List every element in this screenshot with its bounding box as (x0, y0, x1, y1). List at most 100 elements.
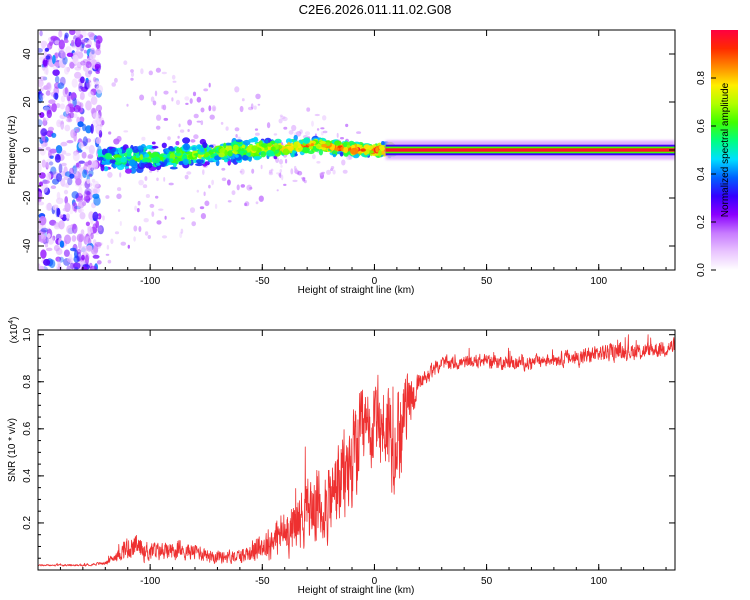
noise-blob (58, 163, 63, 174)
noise-blob (60, 95, 66, 103)
colorbar-tick-label: 0.6 (696, 119, 707, 133)
ridge-blob (175, 158, 179, 165)
noise-blob (94, 241, 102, 247)
ridge-speckle (227, 200, 232, 203)
noise-blob (45, 247, 53, 252)
ridge-speckle (168, 182, 174, 186)
ridge-speckle (281, 174, 284, 181)
noise-blob (46, 233, 51, 239)
ridge-speckle (127, 244, 130, 249)
ridge-blob (196, 159, 204, 164)
noise-blob (42, 117, 47, 127)
ridge-blob (267, 142, 272, 147)
ridge-speckle (117, 209, 121, 212)
snr-series (38, 334, 675, 567)
noise-blob (85, 125, 92, 134)
ridge-speckle (285, 158, 288, 164)
ridge-speckle (174, 90, 178, 94)
ridge-blob (379, 145, 385, 152)
noise-blob (85, 221, 90, 227)
ridge-speckle (193, 134, 199, 140)
noise-blob (72, 152, 80, 162)
noise-blob (96, 260, 102, 265)
ridge-blob (333, 147, 340, 151)
noise-blob (63, 39, 69, 44)
ridge-speckle (221, 177, 227, 182)
noise-blob (45, 55, 51, 60)
ridge-speckle (156, 220, 162, 225)
ridge-blob (363, 144, 371, 150)
noise-blob (50, 35, 58, 41)
noise-blob (89, 265, 98, 270)
noise-blob (66, 52, 74, 57)
ridge-blob (152, 156, 161, 164)
noise-blob (83, 235, 89, 245)
ridge-blob (310, 143, 314, 147)
ridge-blob (151, 141, 156, 145)
ridge-speckle (250, 103, 254, 110)
snr-frame (37, 329, 676, 571)
colorbar-tick-label: 0.0 (696, 263, 707, 277)
ridge-blob (293, 141, 299, 149)
ridge-speckle (155, 125, 161, 130)
ridge-speckle (209, 114, 215, 120)
ridge-speckle (161, 71, 167, 75)
ridge-speckle (163, 177, 166, 182)
ridge-speckle (258, 195, 264, 202)
ridge-blob (176, 146, 180, 154)
noise-blob (58, 256, 64, 263)
ridge-speckle (208, 184, 211, 189)
noise-blob (71, 223, 78, 234)
ridge-speckle (154, 90, 158, 97)
snr-y-multiplier: (x104) (8, 317, 20, 344)
ridge-speckle (322, 130, 328, 134)
noise-blob (69, 61, 75, 69)
noise-blob (53, 244, 60, 252)
noise-blob (46, 109, 52, 119)
ridge-blob (232, 144, 239, 151)
noise-blob (95, 220, 99, 229)
noise-blob (80, 229, 85, 235)
ridge-speckle (276, 189, 279, 192)
ridge-speckle (106, 244, 110, 250)
ridge-blob (182, 137, 191, 144)
ridge-speckle (255, 132, 260, 136)
noise-blob (66, 257, 74, 263)
ridge-speckle (144, 231, 149, 236)
ridge-speckle (268, 171, 274, 176)
noise-blob (65, 112, 69, 122)
noise-blob (47, 42, 53, 50)
ridge-speckle (276, 172, 281, 175)
ridge-speckle (123, 130, 129, 133)
noise-blob (58, 121, 65, 125)
noise-blob (40, 227, 49, 233)
ridge-speckle (180, 217, 185, 220)
ridge-speckle (255, 201, 259, 205)
ridge-speckle (312, 154, 316, 160)
noise-blob (39, 76, 43, 85)
ridge-speckle (130, 72, 135, 77)
ridge-speckle (311, 120, 314, 127)
noise-blob (85, 70, 92, 78)
noise-blob (44, 243, 49, 248)
ridge-speckle (241, 98, 245, 102)
ridge-blob (285, 138, 293, 145)
noise-blob (69, 173, 75, 179)
ridge-speckle (225, 126, 229, 131)
x-tick-label: 100 (590, 576, 607, 587)
ridge-speckle (302, 177, 306, 182)
noise-blob (78, 208, 82, 214)
ridge-speckle (193, 113, 199, 119)
ridge-core-band (385, 148, 675, 152)
noise-blob (86, 178, 91, 184)
ridge-blob (161, 142, 167, 149)
ridge-speckle (336, 132, 339, 138)
ridge-blob (343, 146, 349, 154)
noise-blob (38, 234, 42, 242)
snr-y-label: SNR (10 * v/v) (7, 418, 18, 482)
ridge-speckle (130, 69, 134, 73)
ridge-blob (274, 138, 282, 144)
noise-blob (75, 178, 82, 186)
ridge-speckle (279, 114, 283, 118)
noise-blob (43, 117, 49, 122)
